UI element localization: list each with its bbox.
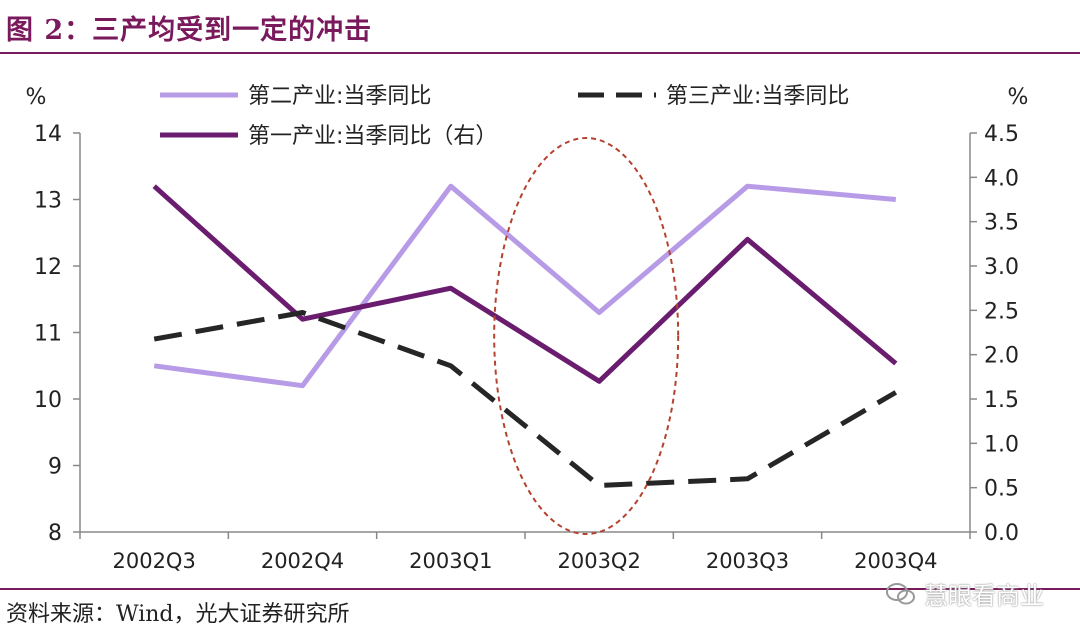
left-tick-label: 10 [34,388,62,413]
source-note: 资料来源：Wind，光大证券研究所 [6,602,350,627]
left-tick-label: 9 [48,455,62,480]
right-tick-label: 2.5 [984,299,1019,324]
figure-title: 图 2：三产均受到一定的冲击 [6,15,373,46]
series-line-1 [153,183,897,389]
right-tick-label: 3.0 [984,255,1019,280]
left-axis-unit: % [26,85,47,110]
axes: 8 9 10 11 12 13 14 0.0 0.5 1.0 1.5 2.0 2.5 3.0 3.5 4.0 4… [26,85,1029,573]
right-tick-label: 0.0 [984,521,1019,546]
series-line-3 [152,184,898,384]
right-tick-label: 1.0 [984,432,1019,457]
x-tick-label: 2003Q1 [409,549,492,573]
left-tick-label: 8 [48,521,62,546]
x-tick-label: 2003Q4 [854,549,937,573]
bottom-divider [0,588,1080,590]
top-divider [0,52,1080,54]
x-tick-label: 2002Q3 [112,549,195,573]
left-tick-label: 14 [34,122,62,147]
series-line-2 [153,310,898,488]
legend-label: 第二产业:当季同比 [248,84,431,109]
right-tick-label: 2.0 [984,344,1019,369]
right-tick-label: 1.5 [984,388,1019,413]
annotation-layer [493,137,680,535]
highlight-ellipse [493,137,680,535]
line-chart: 8 9 10 11 12 13 14 0.0 0.5 1.0 1.5 2.0 2.5 3.0 3.5 4.0 4… [26,84,1029,573]
left-tick-label: 13 [34,189,62,214]
left-tick-label: 12 [34,255,62,280]
series-lines [152,183,898,488]
watermark: 慧眼看商业 [886,576,1044,611]
right-tick-label: 4.5 [984,122,1019,147]
legend-label: 第一产业:当季同比（右） [248,124,497,149]
wechat-icon [886,582,915,604]
x-tick-label: 2002Q4 [261,549,344,573]
right-tick-label: 0.5 [984,477,1019,502]
right-tick-label: 4.0 [984,166,1019,191]
left-tick-label: 11 [34,322,62,347]
right-tick-label: 3.5 [984,211,1019,236]
right-axis-unit: % [1008,85,1029,110]
legend-label: 第三产业:当季同比 [666,84,849,109]
x-tick-label: 2003Q2 [557,549,640,573]
watermark-text: 慧眼看商业 [924,582,1044,610]
x-tick-label: 2003Q3 [706,549,789,573]
